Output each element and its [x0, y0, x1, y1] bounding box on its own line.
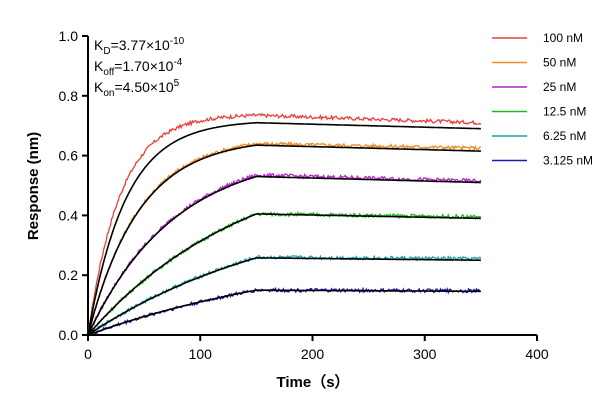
- fit-curve-3-125-nM: [87, 289, 481, 336]
- x-tick-label: 0: [84, 346, 92, 362]
- axes: 0.0 0.2 0.4 0.6 0.8 1.0 0 100 200 300 400: [59, 28, 549, 362]
- series-line-3-125-nM: [87, 286, 481, 336]
- legend-label: 6.25 nM: [543, 129, 586, 143]
- y-axis-title: Response (nm): [25, 132, 42, 240]
- plot-area: [87, 112, 482, 336]
- fit-curve-25-nM: [87, 175, 481, 336]
- series-line-50-nM: [87, 140, 482, 336]
- kinetics-constant: Kon=4.50×105: [94, 78, 180, 99]
- fit-curve-12-5-nM: [87, 213, 481, 336]
- y-tick-label: 0.4: [59, 207, 79, 223]
- series-line-6-25-nM: [87, 254, 482, 336]
- legend-label: 100 nM: [543, 31, 583, 45]
- y-tick-label: 0.2: [59, 267, 79, 283]
- kinetics-constant: KD=3.77×10-10: [94, 36, 185, 57]
- fit-curve-100-nM: [87, 121, 481, 336]
- legend-label: 3.125 nM: [543, 154, 593, 168]
- kinetics-constant: Koff=1.70×10-4: [94, 57, 183, 78]
- legend-label: 12.5 nM: [543, 105, 586, 119]
- y-tick-label: 0.8: [59, 88, 79, 104]
- legend: 100 nM 50 nM 25 nM 12.5 nM 6.25 nM 3.125 nM: [492, 31, 593, 168]
- x-tick-label: 300: [413, 346, 437, 362]
- legend-label: 50 nM: [543, 56, 576, 70]
- legend-label: 25 nM: [543, 80, 576, 94]
- fit-curve-50-nM: [87, 144, 481, 336]
- x-tick-label: 400: [525, 346, 549, 362]
- series-line-100-nM: [87, 112, 482, 334]
- y-tick-label: 0.6: [59, 148, 79, 164]
- x-axis-title: Time（s）: [276, 373, 349, 391]
- x-tick-label: 200: [301, 346, 325, 362]
- fit-curve-6-25-nM: [87, 257, 481, 336]
- y-tick-label: 1.0: [59, 28, 79, 44]
- x-tick-label: 100: [189, 346, 213, 362]
- y-tick-label: 0.0: [59, 327, 79, 343]
